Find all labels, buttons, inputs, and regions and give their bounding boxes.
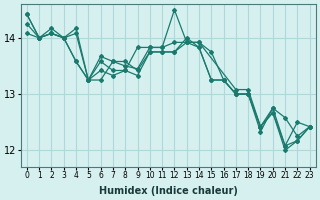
X-axis label: Humidex (Indice chaleur): Humidex (Indice chaleur) <box>99 186 238 196</box>
